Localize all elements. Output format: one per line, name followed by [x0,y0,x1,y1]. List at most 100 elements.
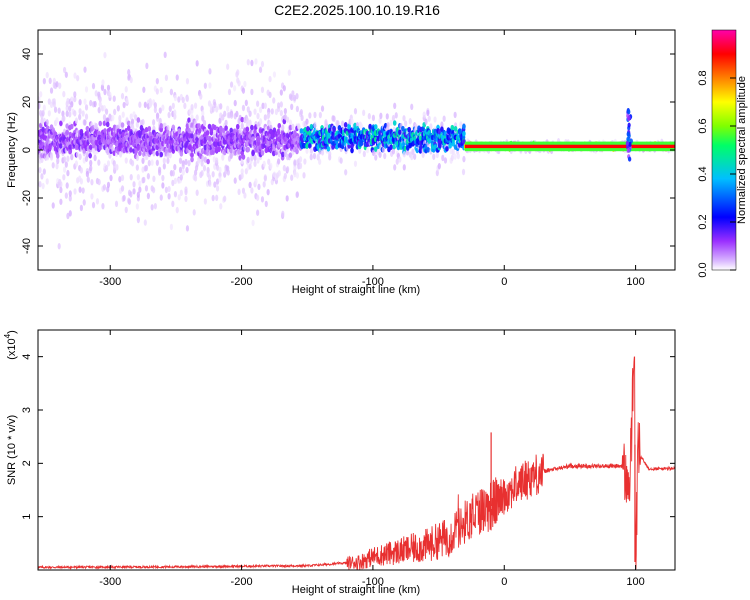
spectrogram-cell [103,51,107,59]
spectrogram-cell [410,153,414,161]
snr-x-tick-label: -300 [99,576,121,588]
spectrogram-cell [245,117,249,124]
spectrogram-cell [285,165,290,173]
spectrogram-cell [101,202,105,210]
spectrogram-cell [62,115,66,122]
spectrogram-y-tick-label: 20 [21,96,33,108]
spectrogram-cell [192,209,196,216]
spectrogram-cell [263,175,267,182]
spectrogram-cell [62,66,67,74]
spectrogram-cell [114,200,119,208]
spectrogram-cell [213,181,217,188]
spectrogram-cell [223,110,227,117]
spectrogram-cell [55,153,60,159]
colorbar-tick-label: 0.8 [697,70,709,85]
spectrogram-x-tick-label: -100 [362,276,384,288]
spectrogram-cell [279,101,283,108]
spectrogram-cell [226,63,230,70]
spectrogram-cell [152,119,156,126]
spectrogram-cell [305,147,309,154]
spectrogram-cell [118,176,122,183]
spectrogram-cell [155,112,160,119]
colorbar-gradient [711,29,737,271]
chart-title: C2E2.2025.100.10.19.R16 [274,2,440,18]
spectrogram-cell [236,69,240,76]
spectrogram-cell [233,177,237,184]
spectrogram-cell [68,190,72,197]
spectrogram-cell [65,129,69,135]
snr-multiplier-exp: 4 [3,333,12,338]
snr-y-multiplier: (x104) [3,330,18,360]
spectrogram-cell [178,166,183,174]
spectrogram-cell [64,71,68,78]
spectrogram-cell [115,164,119,171]
spectrogram-cell [272,71,277,78]
spectrogram-cell [83,119,87,126]
spectrogram-cell [61,110,65,117]
spectrogram-cell [233,99,237,107]
spectrogram-cell [79,204,83,212]
spectrogram-cell [136,191,140,198]
spectrogram-cell [42,168,46,175]
spectrogram-cell [103,128,107,134]
spectrogram-cell [59,120,63,127]
spectrogram-cell [219,103,223,110]
spectrogram-cell [260,196,265,203]
spectrogram-cell [62,156,67,163]
spectrogram-cell [106,148,110,156]
spectrogram-cell [240,116,245,123]
spectrogram-cell [142,86,146,93]
spectrogram-cell [378,151,382,158]
spectrogram-cell [134,114,138,121]
spectrogram-cell [129,191,133,198]
spectrogram-cell [166,157,170,164]
spectrogram-cell [49,87,54,94]
spectrogram-cell [138,186,142,193]
snr-x-tick-label: 100 [626,576,644,588]
spectrogram-cell [391,114,396,122]
spectrogram-cell [73,91,77,98]
spectrogram-x-tick-label: 0 [501,276,507,288]
spectrogram-y-tick-label: 40 [21,48,33,60]
spectrogram-cell [303,158,307,165]
spectrogram-cell [52,101,56,108]
spectrogram-cell [202,165,207,172]
spectrogram-cell [395,158,399,165]
spectrogram-cell [435,169,439,177]
spectrogram-cell [38,166,42,174]
spectrogram-cell [264,200,268,208]
spectrogram-cell [227,88,232,96]
spectrogram-cell [245,126,250,133]
snr-x-tick-label: 0 [501,576,507,588]
spectrogram-cell [166,124,170,132]
spectrogram-cell [158,117,162,125]
spectrogram-cell [198,146,202,154]
spectrogram-cell [626,131,630,137]
spectrogram-cell [101,79,105,86]
spectrogram-cell [450,154,454,161]
spectrogram-cell [68,144,73,150]
spectrogram-cell [90,179,94,186]
spectrogram-cell [313,121,317,129]
spectrogram-cell [215,157,219,164]
spectrogram-cell [241,104,246,112]
spectrogram-cell [627,122,631,128]
spectrogram-cell [178,157,183,164]
spectrogram-cell [308,112,312,119]
spectrogram-cell [298,156,303,163]
spectrogram-cell [148,101,152,108]
spectrogram-cell [218,166,222,174]
spectrogram-cell [248,163,252,170]
spectrogram-cell [373,124,378,130]
spectrogram-cell [158,107,162,114]
spectrogram-cell [277,102,281,109]
spectrogram-cell [438,142,442,149]
spectrogram-cell [129,113,133,120]
spectrogram-cell [235,123,240,130]
spectrogram-cell [69,123,74,130]
spectrogram-cell [295,148,299,155]
spectrogram-cell [279,89,283,96]
spectrogram-cell [78,113,82,121]
spectrogram-cell [462,130,466,137]
spectrogram-cell [113,108,117,116]
